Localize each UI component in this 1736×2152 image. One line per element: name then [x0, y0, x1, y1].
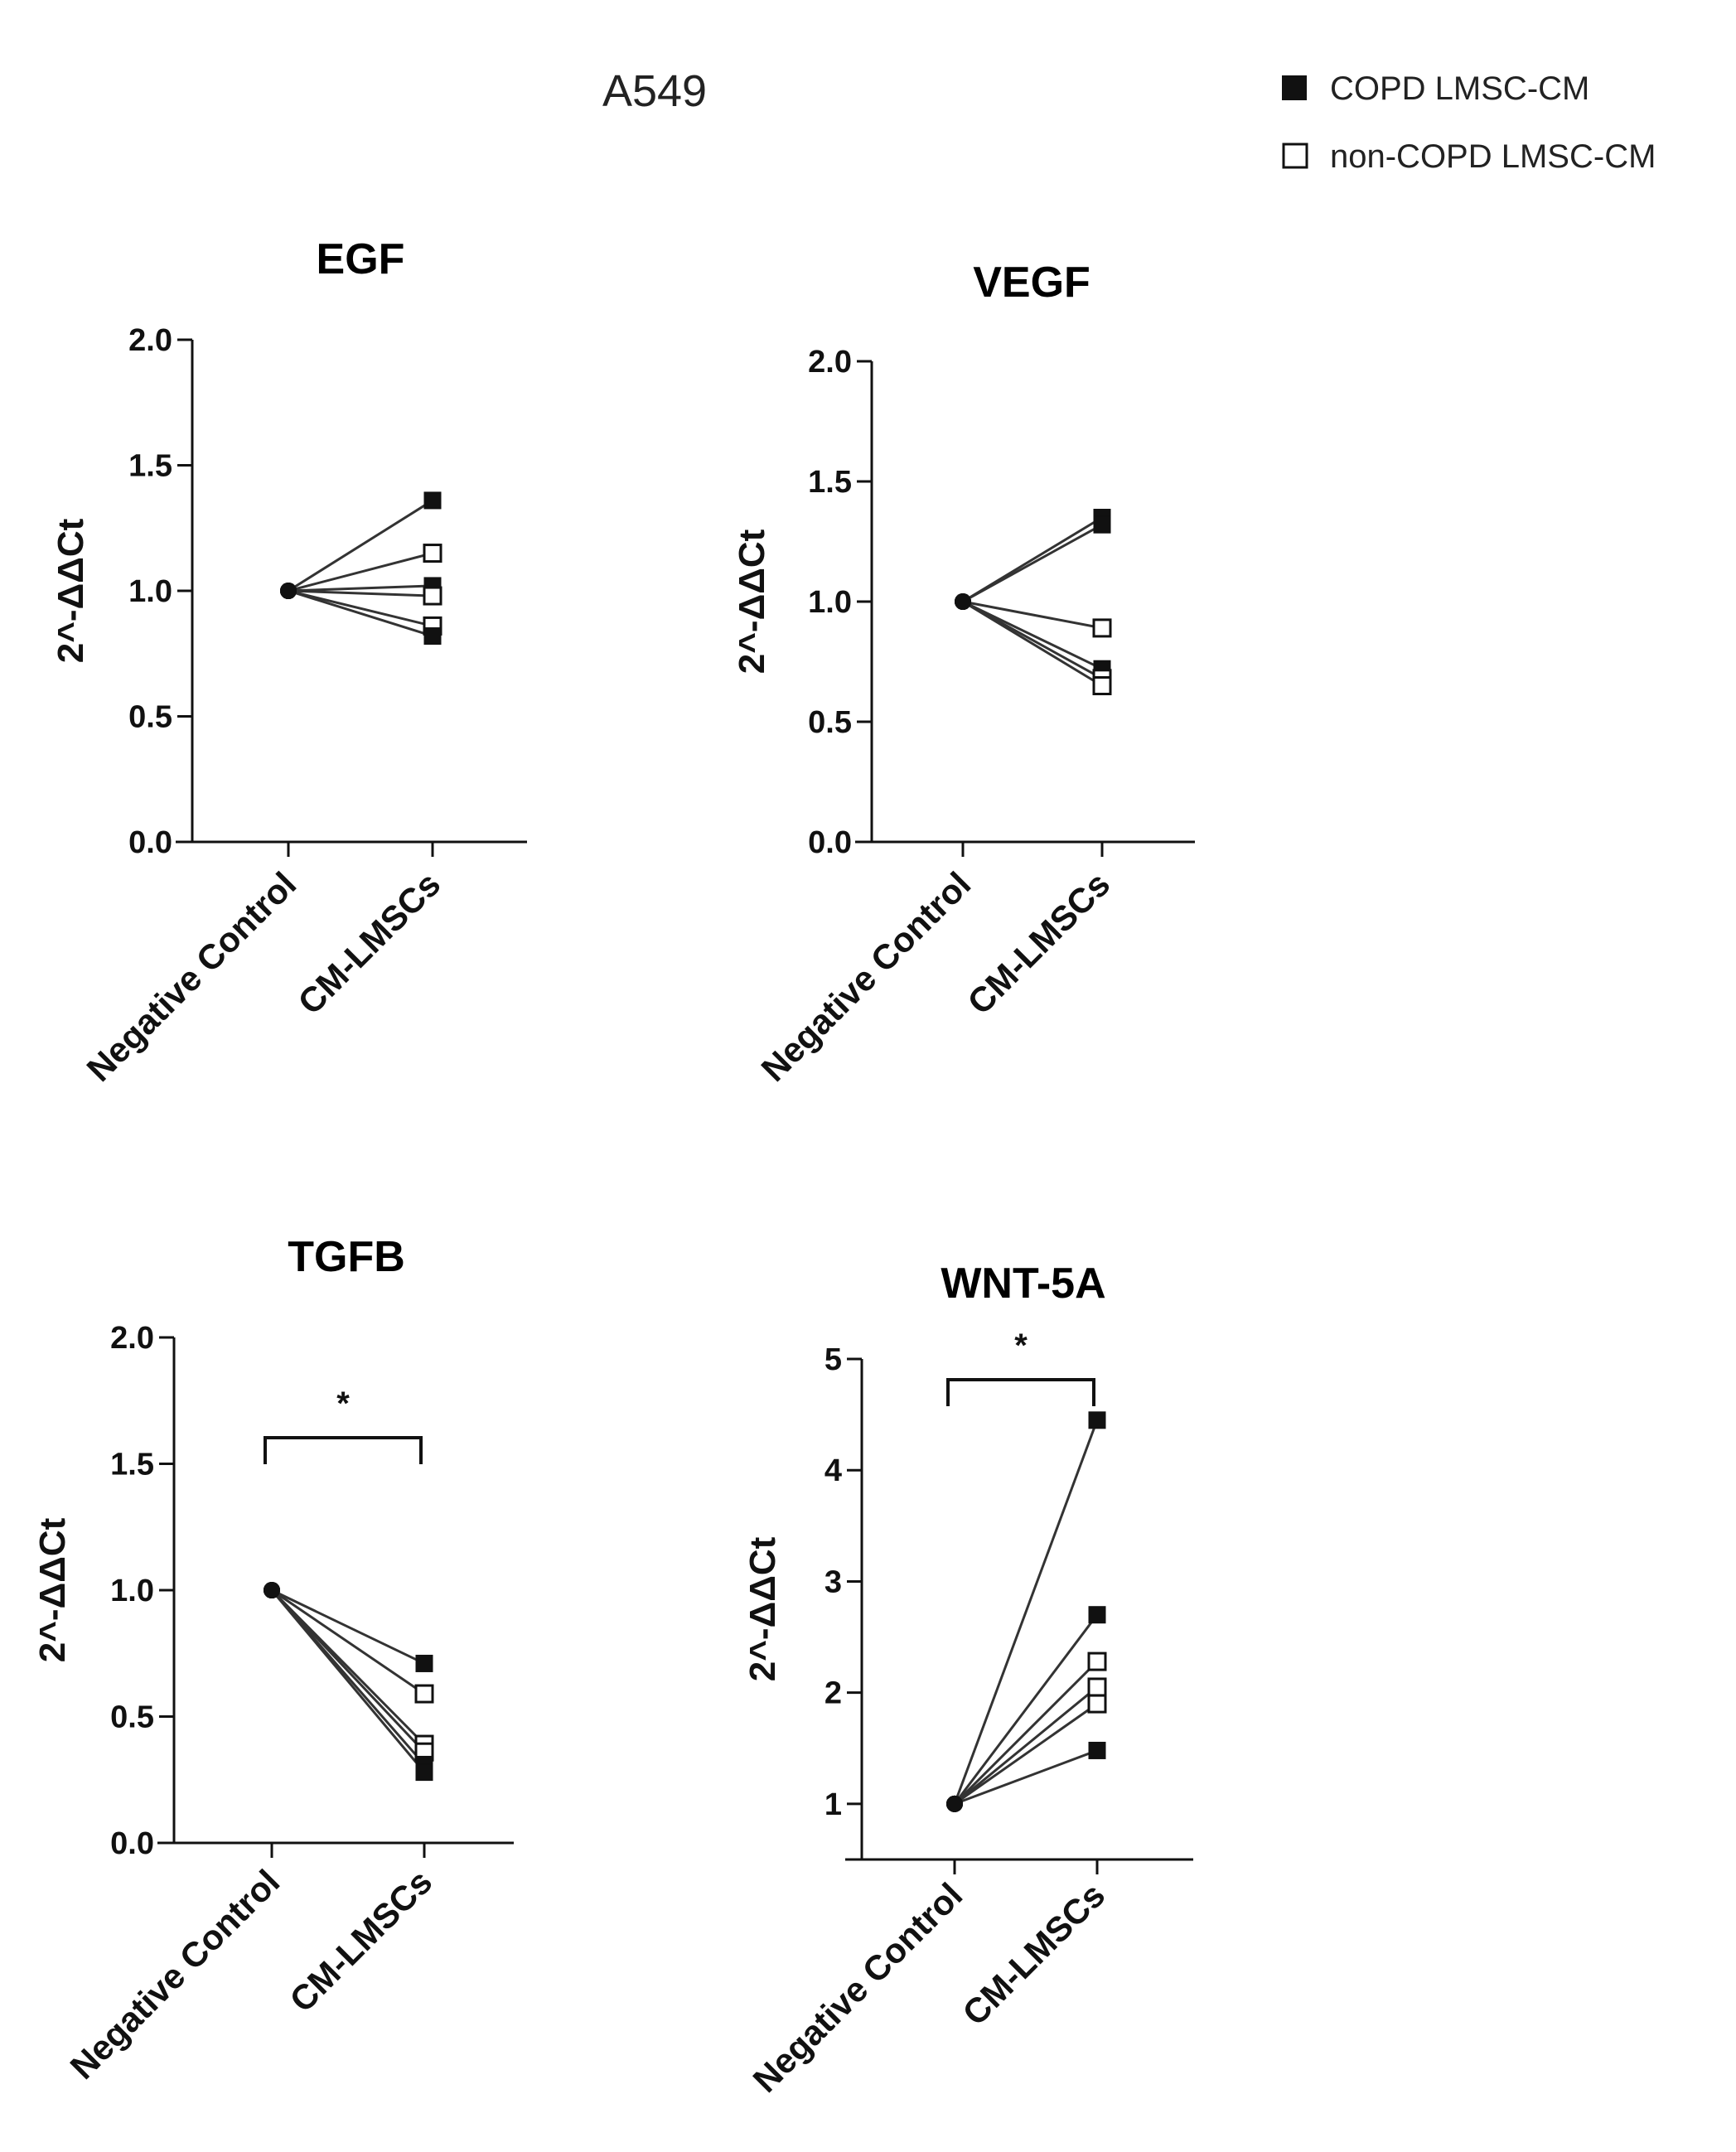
data-point-noncopd	[1087, 1694, 1107, 1714]
x-category-label: Negative Control	[80, 864, 304, 1089]
data-point-noncopd	[1087, 1651, 1107, 1671]
series-line	[953, 1419, 1099, 1805]
y-tick-label: 0.5	[128, 700, 172, 735]
x-category-label: CM-LMSCs	[290, 864, 447, 1022]
y-tick-label: 0.5	[110, 1700, 154, 1735]
y-tick-label: 1.5	[808, 465, 852, 500]
series-line	[288, 552, 433, 592]
series-line	[270, 1589, 426, 1773]
y-tick-label: 3	[824, 1564, 842, 1599]
series-line	[270, 1589, 426, 1753]
data-point-noncopd	[423, 544, 442, 563]
x-category-label: Negative Control	[754, 864, 979, 1089]
series-line	[271, 1589, 425, 1665]
y-tick-label: 2.0	[808, 345, 852, 380]
x-category-label: Negative Control	[746, 1875, 970, 2100]
panel-title: VEGF	[973, 259, 1090, 307]
series-line	[288, 589, 433, 597]
y-tick-label: 0.5	[808, 705, 852, 740]
y-tick-label: 1	[824, 1787, 842, 1822]
data-point-copd	[1088, 1411, 1106, 1429]
y-axis-label: 2^-ΔΔCt	[32, 1517, 73, 1662]
y-axis-label: 2^-ΔΔCt	[732, 529, 772, 674]
panel-title: TGFB	[288, 1233, 405, 1281]
data-point-copd	[423, 627, 442, 646]
figure-title: A549	[602, 66, 707, 116]
significance-star: *	[336, 1386, 350, 1422]
series-line	[962, 523, 1103, 603]
series-line	[288, 589, 433, 627]
data-point-copd	[415, 1763, 433, 1782]
panel-vegf: VEGF 0.0 0.5 1.0 1.5 2.0 Negative ControlCM-LM…	[732, 259, 1195, 1089]
significance-bracket	[264, 1436, 423, 1464]
data-point-noncopd	[1092, 676, 1112, 695]
series-line	[954, 1702, 1098, 1806]
x-category-label: CM-LMSCs	[955, 1875, 1112, 2033]
y-tick-label: 1.5	[110, 1448, 154, 1482]
y-tick-label: 2.0	[110, 1321, 154, 1356]
y-tick-label: 0.0	[128, 825, 172, 860]
data-point-copd	[415, 1654, 433, 1672]
y-tick-label: 0.0	[808, 825, 852, 860]
y-tick-label: 1.0	[808, 585, 852, 620]
data-point-copd	[1088, 1741, 1106, 1759]
legend-noncopd-label: non-COPD LMSC-CM	[1330, 138, 1656, 175]
data-point-noncopd	[423, 586, 442, 606]
data-point-negative-control	[955, 593, 971, 610]
y-tick-label: 1.0	[110, 1574, 154, 1608]
panel-title: EGF	[317, 235, 405, 283]
legend: COPD LMSC-CM non-COPD LMSC-CM	[1282, 70, 1656, 175]
x-category-label: CM-LMSCs	[960, 864, 1117, 1022]
data-point-negative-control	[280, 583, 297, 599]
series-line	[954, 1685, 1098, 1806]
significance-bracket	[946, 1378, 1095, 1406]
series-line	[288, 499, 433, 592]
y-tick-label: 1.5	[128, 449, 172, 484]
y-tick-label: 2.0	[128, 323, 172, 358]
data-point-copd	[1093, 515, 1111, 534]
significance-star: *	[1014, 1327, 1028, 1364]
y-axis-label: 2^-ΔΔCt	[51, 518, 91, 663]
series-line	[271, 1589, 425, 1695]
y-tick-label: 5	[824, 1342, 842, 1377]
data-point-noncopd	[1092, 618, 1112, 638]
panel-egf: EGF 0.0 0.5 1.0 1.5 2.0 Negative ControlCM-LMS…	[51, 235, 527, 1089]
series-line	[962, 600, 1103, 630]
series-line	[288, 589, 433, 637]
data-point-copd	[423, 491, 442, 510]
data-point-negative-control	[946, 1795, 963, 1812]
legend-copd-label: COPD LMSC-CM	[1330, 70, 1589, 107]
y-tick-label: 1.0	[128, 574, 172, 609]
y-tick-label: 0.0	[110, 1826, 154, 1861]
series-line	[288, 584, 433, 592]
series-line	[962, 600, 1103, 670]
legend-noncopd-marker	[1282, 143, 1308, 169]
data-point-negative-control	[264, 1582, 280, 1598]
series-line	[954, 1749, 1098, 1806]
series-line	[953, 1661, 1099, 1805]
x-category-label: CM-LMSCs	[282, 1862, 439, 2019]
data-point-noncopd	[414, 1684, 434, 1704]
series-line	[962, 600, 1103, 687]
data-point-noncopd	[1087, 1677, 1107, 1697]
y-tick-label: 2	[824, 1676, 842, 1711]
data-point-copd	[1088, 1606, 1106, 1624]
y-axis-label: 2^-ΔΔCt	[742, 1536, 783, 1681]
x-category-label: Negative Control	[63, 1862, 288, 2087]
y-tick-label: 4	[824, 1453, 842, 1488]
legend-copd-marker	[1282, 75, 1307, 100]
panel-tgfb: TGFB 0.0 0.5 1.0 1.5 2.0 Negative ControlCM-LM…	[32, 1233, 514, 2087]
series-line	[953, 1613, 1099, 1805]
panel-title: WNT-5A	[941, 1260, 1105, 1308]
